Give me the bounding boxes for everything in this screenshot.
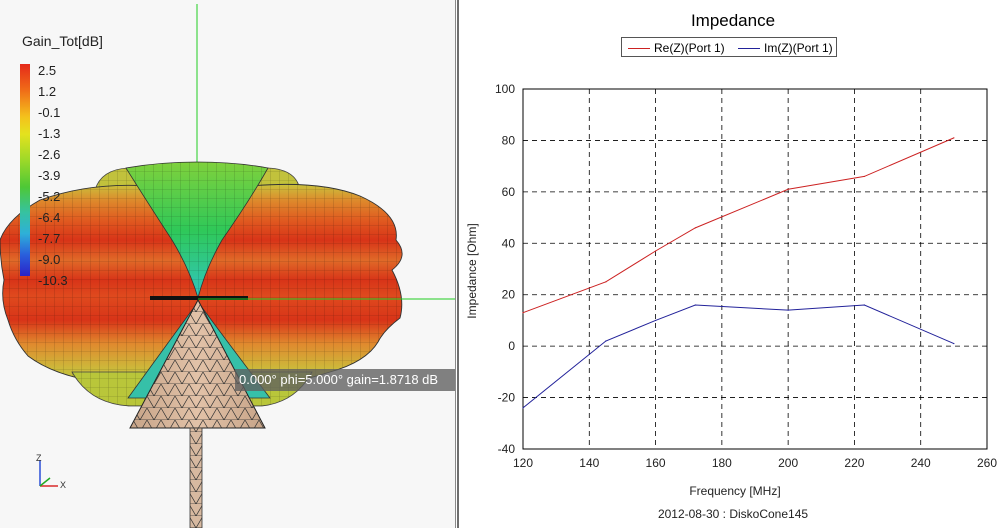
y-tick-label: -40 (498, 442, 516, 456)
color-scale-label: -9.0 (38, 252, 61, 267)
x-axis-title: Frequency [MHz] (689, 484, 780, 498)
y-tick-label: -20 (498, 391, 516, 405)
z-axis-label: Z (36, 453, 42, 463)
data-point (953, 137, 955, 139)
color-scale-label: -3.9 (38, 168, 61, 183)
color-scale-label: -7.7 (38, 231, 61, 246)
y-tick-label: 100 (495, 82, 515, 96)
data-point (694, 304, 696, 306)
data-point (654, 319, 657, 322)
color-scale-bar (20, 64, 30, 276)
data-point (522, 407, 524, 409)
x-tick-label: 200 (778, 456, 798, 470)
data-point (863, 304, 865, 306)
impedance-chart: 120 140 160 180 200 220 240 260100806040200-20-… (465, 11, 997, 521)
radiation-pattern-3d[interactable]: Z X (0, 0, 455, 528)
chart-legend: Re(Z)(Port 1) Im(Z)(Port 1) (621, 37, 837, 57)
y-tick-label: 40 (502, 236, 516, 250)
color-scale-label: -5.2 (38, 189, 61, 204)
color-scale-label: 1.2 (38, 84, 57, 99)
x-tick-label: 140 (579, 456, 599, 470)
color-scale-label: -2.6 (38, 147, 61, 162)
legend-item-re: Re(Z)(Port 1) (628, 41, 725, 55)
y-tick-label: 20 (502, 288, 516, 302)
gain-readout: 0.000° phi=5.000° gain=1.8718 dB (235, 369, 455, 391)
plot-area (522, 88, 988, 450)
y-tick-label: 80 (502, 133, 516, 147)
axis-triad-icon: Z X (36, 453, 66, 490)
color-scale-label: -0.1 (38, 105, 61, 120)
color-scale-label: 2.5 (38, 63, 57, 78)
legend-item-im: Im(Z)(Port 1) (738, 41, 833, 55)
data-point (522, 312, 524, 314)
x-tick-label: 240 (911, 456, 931, 470)
data-point (605, 281, 607, 283)
data-point (654, 250, 657, 252)
chart-title: Impedance (691, 11, 775, 30)
x-axis-label: X (60, 480, 66, 490)
chart-footer: 2012-08-30 : DiskoCone145 (658, 507, 808, 521)
data-point (787, 309, 789, 311)
y-tick-label: 60 (502, 185, 516, 199)
x-tick-label: 260 (977, 456, 997, 470)
legend-swatch-re (628, 48, 650, 50)
x-tick-label: 120 (513, 456, 533, 470)
color-scale-label: -1.3 (38, 126, 61, 141)
y-tick-label: 0 (508, 339, 515, 353)
color-scale-title: Gain_Tot[dB] (22, 33, 103, 49)
disk-element (150, 296, 248, 300)
legend-label-im: Im(Z)(Port 1) (764, 41, 833, 55)
y-axis-title: Impedance [Ohm] (465, 223, 479, 318)
legend-label-re: Re(Z)(Port 1) (654, 41, 725, 55)
data-point (787, 188, 789, 190)
data-point (605, 340, 607, 342)
data-point (863, 175, 865, 178)
x-tick-label: 220 (844, 456, 864, 470)
data-point (694, 227, 696, 229)
radiation-pattern-view[interactable]: Z X Gain_Tot[dB] 2.5 1.2 -0.1 -1.3 -2.6 -3.9 -… (0, 0, 456, 528)
x-tick-label: 180 (712, 456, 732, 470)
color-scale-label: -10.3 (38, 273, 68, 288)
impedance-chart-panel: 120 140 160 180 200 220 240 260 100 80 60 40 20 0 -20-… (457, 0, 1001, 528)
legend-swatch-im (738, 48, 760, 50)
color-scale-label: -6.4 (38, 210, 61, 225)
data-point (953, 342, 955, 345)
x-tick-label: 160 (646, 456, 666, 470)
